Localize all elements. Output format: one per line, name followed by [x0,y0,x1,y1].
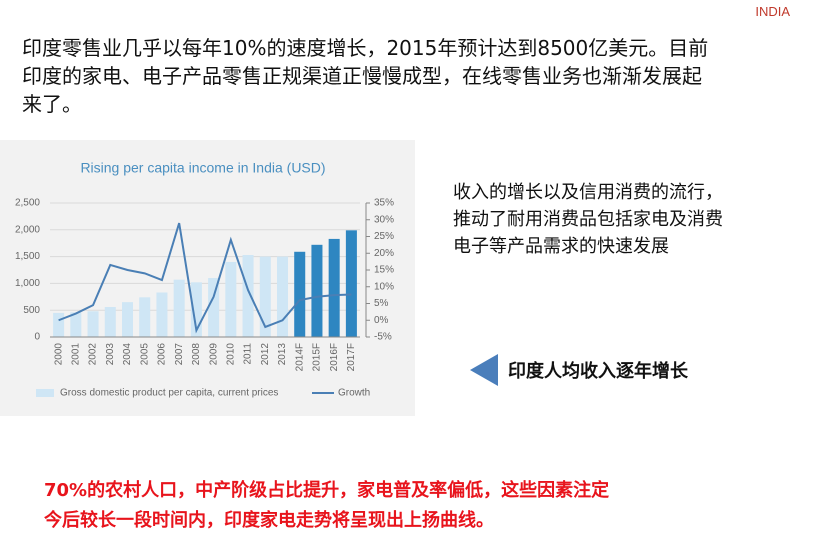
y2-tick-label: 5% [374,298,389,309]
bar [104,306,116,337]
side-line: 电子等产品需求的快速发展 [453,236,669,257]
x-tick-label: 2011 [243,343,254,365]
y2-tick-label: 30% [374,214,394,225]
legend-label: Growth [338,388,370,399]
bar [139,297,151,337]
x-tick-label: 2010 [225,343,236,366]
bar [87,311,99,337]
x-tick-label: 2013 [277,343,288,366]
y2-tick-label: 15% [374,265,394,276]
x-tick-label: 2001 [70,343,81,366]
x-tick-label: 2009 [208,343,219,366]
x-tick-label: 2004 [122,343,133,366]
x-tick-label: 2003 [105,343,116,366]
bar [121,302,134,337]
growth-line [58,222,352,334]
x-tick-label: 2002 [88,343,99,366]
bar [70,312,82,337]
y-tick-label: 2,500 [15,198,40,209]
y-tick-label: 500 [23,305,40,316]
bar [259,256,271,337]
y2-tick-label: 20% [374,248,394,259]
legend-label: Gross domestic product per capita, curre… [60,388,278,399]
chart-background [0,140,415,416]
intro-line: 印度零售业几乎以每年10%的速度增长，2015年预计达到8500亿美元。目前 [22,36,709,60]
bar [294,251,306,337]
x-tick-label: 2012 [260,343,271,366]
tag: INDIA [755,4,790,19]
bar [53,312,65,337]
y2-tick-label: 0% [374,315,389,326]
x-tick-label: 2007 [174,343,185,366]
bar [311,244,323,337]
bar [242,254,254,337]
y-tick-label: 0 [34,332,40,343]
side-line: 收入的增长以及信用消费的流行， [453,182,723,203]
intro-line: 来了。 [22,92,82,116]
x-tick-label: 2014F [294,343,305,371]
bar [156,292,168,337]
x-tick-label: 2006 [157,343,168,366]
bar [190,282,202,337]
bar [208,278,220,337]
x-tick-label: 2017F [346,343,357,371]
footer-line: 70%的农村人口，中产阶级占比提升，家电普及率偏低，这些因素注定 [44,480,610,501]
x-tick-label: 2008 [191,343,202,366]
chart: Rising per capita income in India (USD) … [0,140,415,416]
y-tick-label: 1,000 [15,278,40,289]
x-tick-label: 2015F [312,343,323,371]
x-tick-label: 2005 [139,343,150,366]
footer-line: 今后较长一段时间内，印度家电走势将呈现出上扬曲线。 [44,510,494,531]
bar [328,238,340,337]
side-line: 推动了耐用消费品包括家电及消费 [453,209,723,230]
y-tick-label: 1,500 [15,251,40,262]
bar [276,256,289,337]
bar [173,279,185,337]
y2-tick-label: 25% [374,231,394,242]
bar [225,261,237,337]
bar [345,230,357,337]
y2-tick-label: 10% [374,281,394,292]
chart-title: Rising per capita income in India (USD) [80,160,325,176]
arrow [470,354,498,386]
intro-line: 印度的家电、电子产品零售正规渠道正慢慢成型，在线零售业务也渐渐发展起 [22,64,702,88]
callout: 印度人均收入逐年增长 [508,361,688,382]
y2-tick-label: 35% [374,198,394,209]
y-tick-label: 2,000 [15,224,40,235]
legend-swatch [36,389,54,397]
x-tick-label: 2016F [329,343,340,371]
y2-tick-label: -5% [374,332,392,343]
x-tick-label: 2000 [53,343,64,366]
